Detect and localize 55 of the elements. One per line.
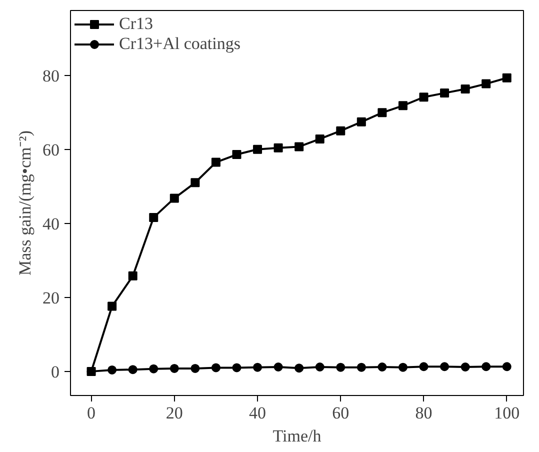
point — [440, 88, 450, 98]
point — [460, 362, 470, 372]
point — [502, 362, 512, 372]
x-tick-label: 0 — [87, 404, 96, 422]
x-tick-label: 40 — [249, 404, 266, 422]
y-axis-title: Mass gain/(mg•cm⁻²) — [16, 130, 34, 276]
point — [190, 364, 200, 373]
point — [502, 73, 512, 82]
point — [315, 134, 324, 144]
point — [482, 362, 491, 372]
point — [294, 364, 304, 373]
point — [149, 364, 158, 374]
point — [378, 108, 387, 118]
point — [336, 362, 346, 372]
point — [170, 194, 179, 203]
point — [274, 143, 283, 152]
point — [128, 271, 138, 280]
point — [398, 362, 408, 372]
x-tick-label: 80 — [415, 404, 432, 422]
point — [274, 362, 283, 372]
point — [378, 362, 387, 372]
legend-label: Cr13+Al coatings — [119, 34, 240, 54]
y-tick-label: 60 — [42, 140, 60, 160]
point — [398, 101, 408, 110]
legend-label: Cr13 — [119, 14, 153, 34]
point — [253, 144, 262, 154]
point — [440, 362, 450, 372]
point — [232, 150, 242, 160]
point — [253, 362, 262, 372]
point — [211, 158, 220, 167]
point — [315, 362, 324, 372]
x-tick-label: 20 — [166, 404, 183, 422]
point — [482, 79, 491, 88]
y-tick-label: 40 — [42, 214, 60, 234]
point — [460, 84, 470, 94]
point — [128, 365, 138, 374]
point — [190, 178, 200, 188]
point — [336, 126, 346, 136]
point — [294, 142, 304, 152]
x-axis-title: Time/h — [272, 426, 322, 446]
point — [108, 365, 117, 374]
y-tick-label: 20 — [42, 288, 60, 308]
y-tick-label: 0 — [51, 362, 60, 382]
x-tick-label: 60 — [332, 404, 350, 422]
point — [356, 362, 366, 372]
x-tick-label: 100 — [494, 404, 520, 422]
point — [211, 363, 220, 372]
point — [419, 362, 428, 372]
y-tick-label: 80 — [42, 66, 60, 86]
point — [170, 364, 179, 373]
point — [108, 302, 117, 311]
point — [232, 363, 242, 372]
point — [419, 92, 428, 102]
point — [149, 212, 158, 222]
point — [356, 117, 366, 126]
